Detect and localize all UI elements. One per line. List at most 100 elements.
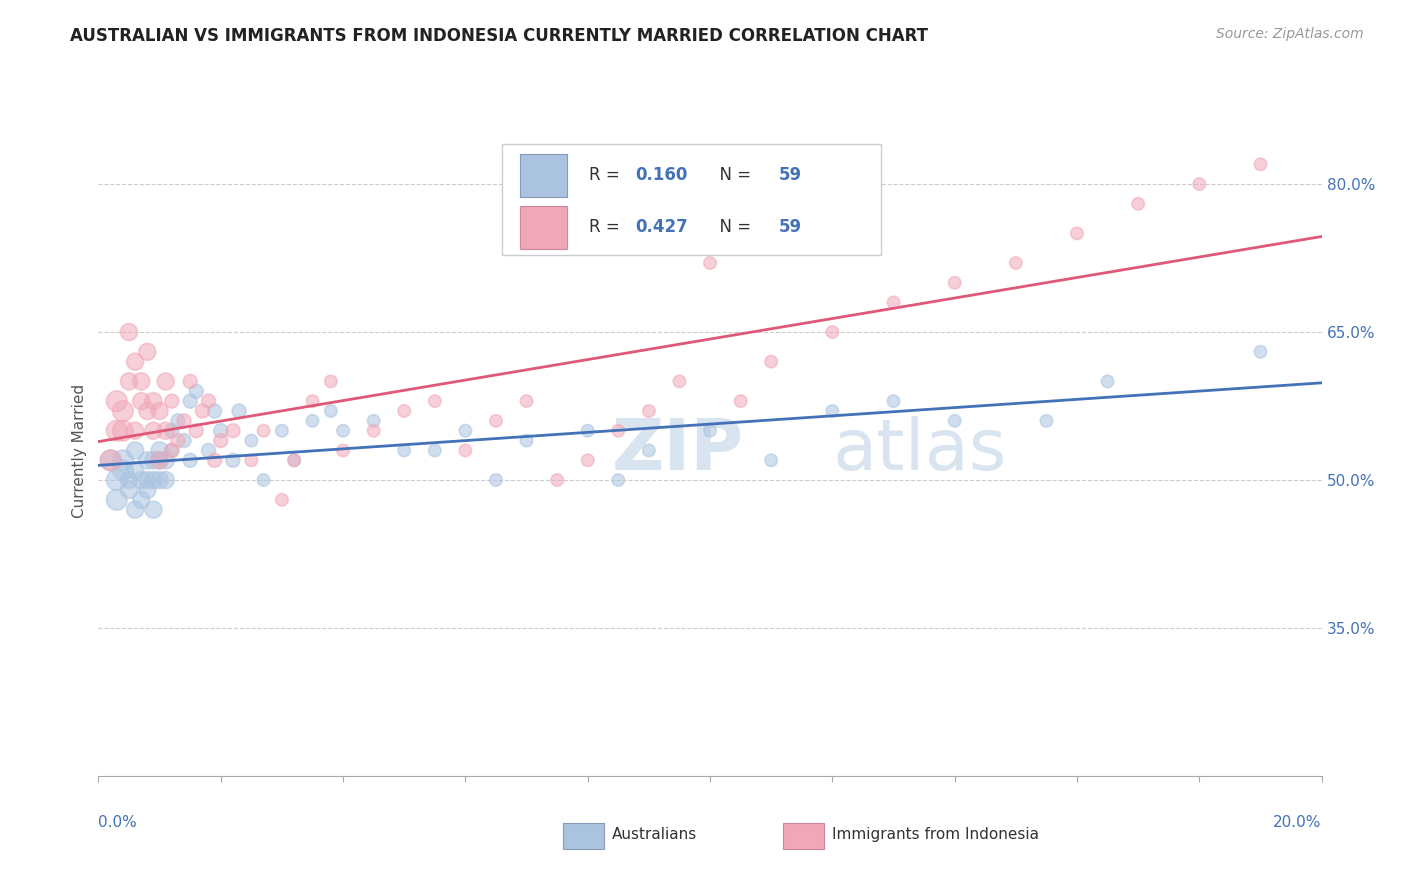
Point — [319, 375, 342, 389]
Point — [142, 424, 165, 438]
Point — [1188, 177, 1211, 191]
Point — [173, 434, 195, 448]
Point — [240, 453, 263, 467]
Point — [1249, 344, 1271, 359]
Point — [197, 394, 219, 409]
Point — [118, 473, 141, 487]
Point — [699, 424, 721, 438]
Point — [637, 404, 661, 418]
Point — [363, 414, 385, 428]
Point — [607, 473, 630, 487]
Point — [454, 443, 477, 458]
Point — [111, 424, 134, 438]
Point — [111, 453, 134, 467]
Point — [576, 424, 599, 438]
Text: N =: N = — [709, 219, 756, 236]
Point — [209, 434, 232, 448]
Point — [821, 404, 844, 418]
Point — [111, 463, 134, 477]
Point — [149, 404, 172, 418]
Point — [118, 375, 141, 389]
Text: 0.0%: 0.0% — [98, 815, 138, 830]
Point — [118, 325, 141, 339]
Point — [730, 394, 752, 409]
Point — [142, 473, 165, 487]
Point — [301, 414, 323, 428]
Point — [546, 473, 568, 487]
Point — [423, 394, 446, 409]
Point — [319, 404, 342, 418]
Point — [124, 443, 146, 458]
Text: Immigrants from Indonesia: Immigrants from Indonesia — [832, 827, 1039, 842]
Point — [1128, 196, 1150, 211]
Point — [392, 443, 416, 458]
Point — [1097, 375, 1119, 389]
Text: N =: N = — [709, 167, 756, 185]
Point — [105, 492, 128, 507]
Point — [136, 344, 159, 359]
Point — [1035, 414, 1057, 428]
Point — [136, 404, 159, 418]
Point — [576, 453, 599, 467]
Point — [332, 443, 354, 458]
Point — [197, 443, 219, 458]
Point — [1066, 227, 1088, 241]
Point — [142, 394, 165, 409]
Point — [191, 404, 214, 418]
Point — [155, 375, 177, 389]
Point — [699, 256, 721, 270]
Bar — [564, 823, 603, 849]
Text: 0.160: 0.160 — [636, 167, 688, 185]
Point — [209, 424, 232, 438]
Point — [142, 453, 165, 467]
Y-axis label: Currently Married: Currently Married — [72, 384, 87, 517]
Text: atlas: atlas — [832, 416, 1007, 485]
Point — [637, 443, 661, 458]
Point — [821, 325, 844, 339]
Bar — [502, 145, 882, 255]
Bar — [520, 206, 567, 249]
Text: Source: ZipAtlas.com: Source: ZipAtlas.com — [1216, 27, 1364, 41]
Point — [423, 443, 446, 458]
Point — [1004, 256, 1026, 270]
Point — [149, 453, 172, 467]
Point — [454, 424, 477, 438]
Point — [129, 394, 152, 409]
Point — [222, 424, 245, 438]
Point — [167, 434, 190, 448]
Point — [100, 453, 122, 467]
Point — [142, 502, 165, 516]
Point — [155, 453, 177, 467]
Point — [252, 424, 274, 438]
Text: ZIP: ZIP — [612, 416, 744, 485]
Text: 59: 59 — [779, 167, 801, 185]
Point — [149, 473, 172, 487]
Text: 59: 59 — [779, 219, 801, 236]
Text: Australians: Australians — [612, 827, 697, 842]
Point — [283, 453, 305, 467]
Point — [392, 404, 416, 418]
Point — [111, 404, 134, 418]
Text: R =: R = — [589, 167, 624, 185]
Point — [283, 453, 305, 467]
Point — [160, 394, 183, 409]
Point — [129, 473, 152, 487]
Point — [179, 375, 201, 389]
Bar — [520, 154, 567, 196]
Point — [759, 453, 782, 467]
Point — [167, 414, 190, 428]
Point — [129, 375, 152, 389]
Point — [136, 473, 159, 487]
Point — [516, 434, 538, 448]
Point — [222, 453, 245, 467]
Point — [204, 404, 226, 418]
Point — [149, 443, 172, 458]
Point — [759, 354, 782, 368]
Point — [160, 443, 183, 458]
Point — [485, 414, 508, 428]
Text: 0.427: 0.427 — [636, 219, 688, 236]
Point — [883, 295, 905, 310]
Point — [105, 394, 128, 409]
Point — [124, 502, 146, 516]
Point — [179, 394, 201, 409]
